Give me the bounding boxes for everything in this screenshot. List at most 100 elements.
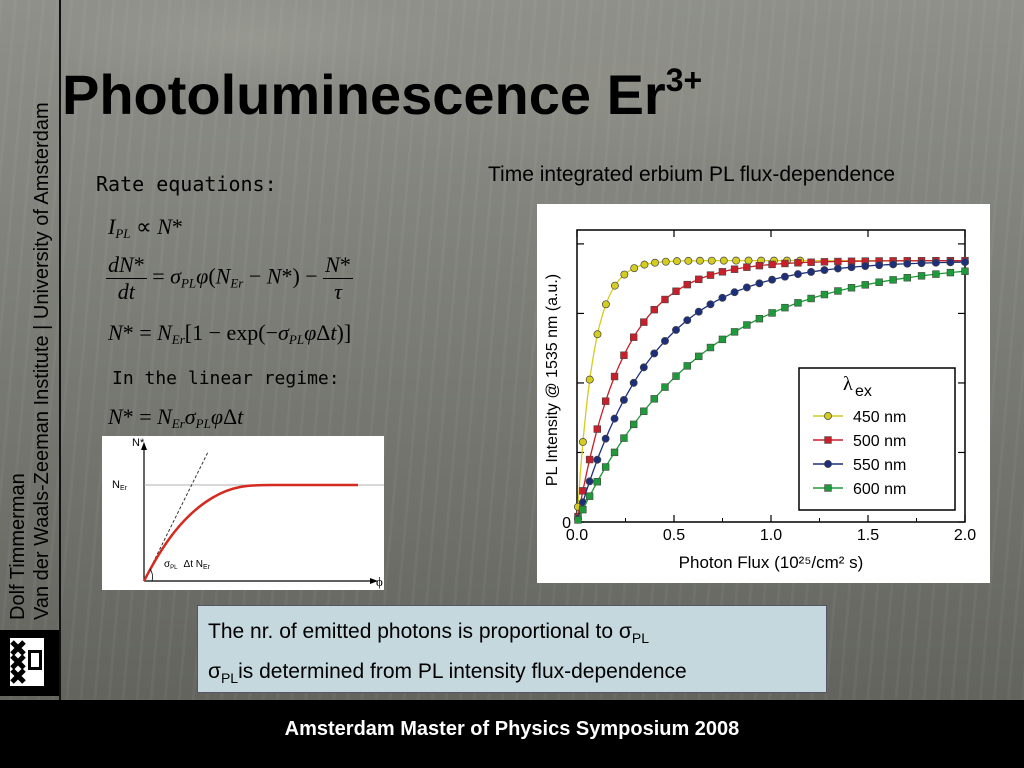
x-tick-label: 0.0 bbox=[566, 527, 588, 544]
data-point bbox=[730, 288, 739, 297]
footer-bar: Amsterdam Master of Physics Symposium 20… bbox=[0, 700, 1024, 768]
data-point bbox=[695, 256, 704, 265]
data-point bbox=[640, 318, 648, 326]
sketch-curve bbox=[142, 483, 358, 582]
note-line-2: σPLis determined from PL intensity flux-… bbox=[208, 660, 687, 687]
series-500nm bbox=[574, 256, 969, 523]
data-point bbox=[651, 258, 659, 267]
legend-label: 500 nm bbox=[853, 433, 906, 450]
data-point bbox=[640, 407, 648, 415]
data-point bbox=[629, 333, 638, 341]
data-point bbox=[820, 266, 829, 275]
data-point bbox=[768, 309, 776, 317]
series-600nm bbox=[574, 267, 969, 524]
data-point bbox=[593, 330, 602, 339]
y-tick-label: 0 bbox=[562, 515, 571, 532]
legend-marker bbox=[824, 412, 832, 420]
data-point bbox=[732, 256, 741, 265]
x-tick-label: 1.0 bbox=[760, 527, 782, 544]
data-point bbox=[755, 314, 764, 323]
data-point bbox=[579, 505, 587, 514]
data-point bbox=[903, 259, 912, 268]
sketch-slope-label: σPL Δt NEr bbox=[164, 559, 211, 571]
data-point bbox=[661, 383, 669, 391]
data-point bbox=[661, 295, 669, 304]
data-point bbox=[673, 257, 681, 266]
data-point bbox=[578, 437, 587, 446]
data-point bbox=[847, 284, 856, 292]
data-point bbox=[917, 272, 926, 280]
sketch-y-label: N* bbox=[132, 437, 145, 449]
note-line-1: The nr. of emitted photons is proportion… bbox=[208, 620, 649, 647]
data-point bbox=[650, 305, 658, 314]
data-point bbox=[694, 307, 703, 316]
data-point bbox=[629, 378, 638, 387]
data-point bbox=[672, 287, 680, 295]
data-point bbox=[961, 267, 969, 275]
data-point bbox=[889, 276, 897, 284]
data-point bbox=[755, 279, 764, 288]
data-point bbox=[585, 477, 594, 486]
data-point bbox=[620, 434, 628, 442]
equation-3: N* = NEr[1 − exp(−σPLφΔt)] bbox=[108, 320, 352, 347]
data-point bbox=[743, 263, 751, 271]
data-point bbox=[780, 272, 789, 281]
data-point bbox=[742, 283, 751, 292]
data-point bbox=[585, 492, 594, 500]
data-point bbox=[593, 478, 601, 486]
data-point bbox=[834, 287, 842, 295]
sidebar: Dolf Timmerman Van der Waals-Zeeman Inst… bbox=[0, 0, 61, 700]
data-point bbox=[650, 349, 659, 358]
data-point bbox=[961, 258, 969, 266]
data-point bbox=[861, 281, 869, 289]
data-point bbox=[620, 270, 629, 279]
saturation-sketch: N* ϕ NEr σPL Δt NEr bbox=[102, 436, 384, 590]
data-point bbox=[593, 425, 601, 433]
data-point bbox=[946, 268, 955, 277]
data-point bbox=[620, 351, 628, 359]
legend-label: 450 nm bbox=[853, 409, 906, 426]
data-point bbox=[695, 275, 703, 284]
sketch-level-label: NEr bbox=[112, 479, 128, 492]
x-tick-label: 2.0 bbox=[954, 527, 976, 544]
institute-name: Van der Waals-Zeeman Institute | Univers… bbox=[31, 102, 53, 620]
data-point bbox=[744, 256, 753, 265]
data-point bbox=[640, 260, 649, 269]
x-tick-label: 0.5 bbox=[663, 527, 685, 544]
data-point bbox=[807, 258, 815, 266]
data-point bbox=[684, 256, 693, 265]
legend-title: λ bbox=[843, 373, 853, 395]
data-point bbox=[718, 335, 727, 344]
sidebar-credits: Dolf Timmerman Van der Waals-Zeeman Inst… bbox=[6, 20, 58, 620]
equation-1: IPL ∝ N* bbox=[108, 214, 183, 241]
data-point bbox=[931, 258, 940, 267]
data-point bbox=[683, 280, 691, 289]
data-point bbox=[585, 375, 594, 384]
data-point bbox=[707, 256, 716, 265]
data-point bbox=[834, 257, 842, 266]
legend-marker bbox=[824, 484, 832, 492]
data-point bbox=[695, 352, 703, 361]
data-point bbox=[833, 264, 842, 273]
author-name: Dolf Timmerman bbox=[7, 473, 29, 620]
data-point bbox=[683, 362, 691, 370]
data-point bbox=[601, 434, 610, 443]
data-point bbox=[903, 274, 911, 282]
data-point bbox=[683, 316, 692, 325]
data-point bbox=[593, 455, 602, 464]
page-title: Photoluminescence Er3+ bbox=[62, 62, 703, 126]
data-point bbox=[672, 326, 680, 334]
data-point bbox=[781, 259, 789, 268]
legend-label: 550 nm bbox=[853, 457, 906, 474]
data-point bbox=[610, 448, 619, 457]
data-point bbox=[730, 265, 739, 273]
data-point bbox=[706, 343, 715, 352]
data-point bbox=[601, 463, 610, 471]
data-point bbox=[630, 264, 639, 273]
series-550nm bbox=[574, 258, 969, 523]
data-point bbox=[820, 258, 829, 266]
data-point bbox=[706, 271, 715, 279]
data-point bbox=[932, 270, 940, 278]
equation-4: N* = NErσPLφΔt bbox=[108, 404, 244, 431]
footer-text: Amsterdam Master of Physics Symposium 20… bbox=[284, 718, 740, 740]
